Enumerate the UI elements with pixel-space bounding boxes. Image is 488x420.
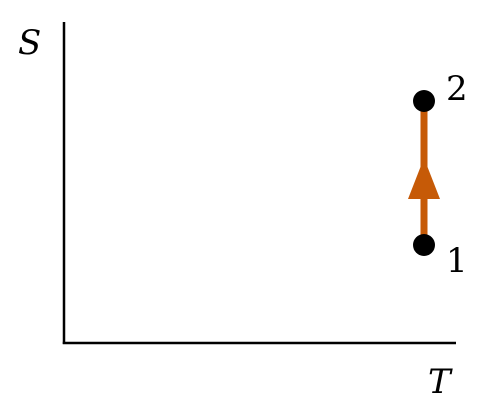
y-axis-label: S <box>18 23 41 63</box>
state-point-1-label: 1 <box>446 241 468 281</box>
state-point-2-label: 2 <box>446 69 468 109</box>
state-point-1 <box>413 234 435 256</box>
state-point-2 <box>413 90 435 112</box>
process-direction-arrow <box>408 158 440 199</box>
x-axis-label: T <box>428 362 453 402</box>
